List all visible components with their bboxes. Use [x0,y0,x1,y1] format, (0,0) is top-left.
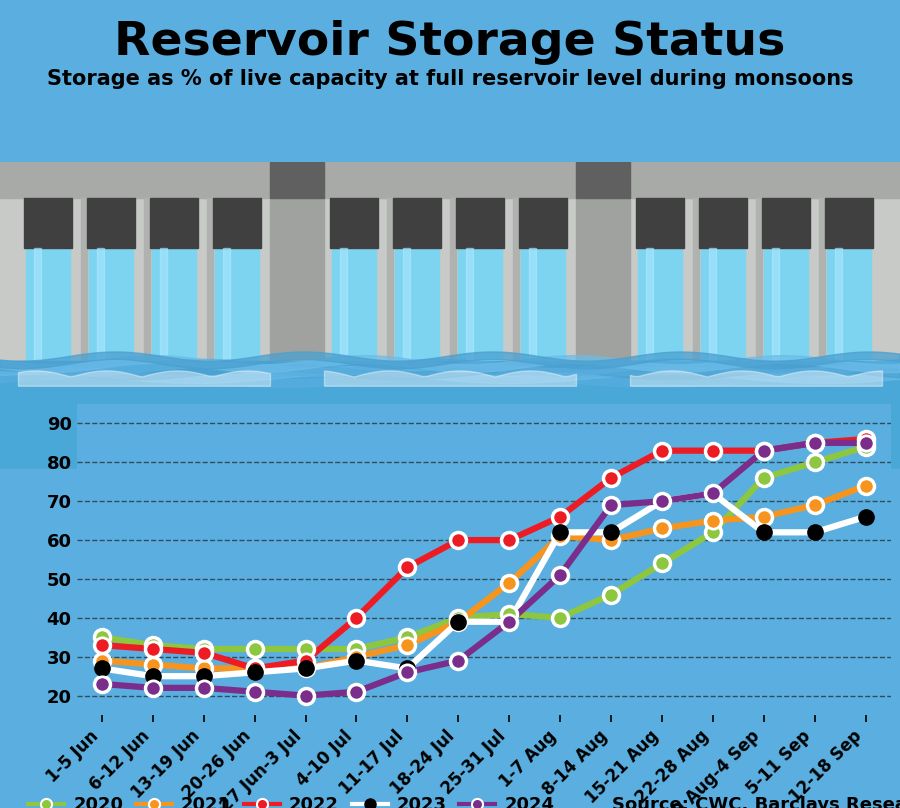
Bar [215,247,258,383]
Bar [207,199,213,383]
Bar [222,247,230,383]
Bar [213,199,261,247]
Bar [708,247,716,383]
Bar [701,247,744,383]
Bar [764,247,807,383]
Bar [395,247,438,383]
Bar [699,199,747,247]
Bar [465,247,472,383]
Bar [89,247,132,383]
Bar [387,199,393,383]
Bar [762,199,810,247]
Bar [402,247,410,383]
Bar [771,247,778,383]
Bar [26,247,69,383]
Bar [693,199,699,383]
Legend: 2020, 2021, 2022, 2023, 2024, Source: CWC, Barclays Research: 2020, 2021, 2022, 2023, 2024, Source: CW… [21,789,900,808]
Bar [756,199,762,383]
Bar [330,199,378,247]
Bar [636,199,684,247]
Bar [576,162,630,199]
Bar [270,162,324,199]
Bar [825,199,873,247]
Bar [33,247,40,383]
Bar [0,162,900,199]
Bar [150,199,198,247]
Bar [450,199,456,383]
Bar [393,199,441,247]
Bar [827,247,870,383]
Bar [24,199,72,247]
Bar [456,199,504,247]
Bar [513,199,519,383]
Bar [144,199,150,383]
Bar [528,247,536,383]
Bar [96,247,104,383]
Bar [159,247,166,383]
Bar [638,247,681,383]
Text: Storage as % of live capacity at full reservoir level during monsoons: Storage as % of live capacity at full re… [47,69,853,89]
Bar [152,247,195,383]
Bar [81,199,87,383]
Bar [270,162,324,383]
Text: Reservoir Storage Status: Reservoir Storage Status [114,20,786,65]
Bar [0,162,900,377]
Bar [0,162,900,383]
Bar [339,247,346,383]
Bar [521,247,564,383]
Bar [87,199,135,247]
Bar [834,247,842,383]
Bar [819,199,825,383]
Bar [576,162,630,383]
Bar [458,247,501,383]
Bar [645,247,652,383]
Bar [0,361,900,469]
Bar [332,247,375,383]
Bar [519,199,567,247]
